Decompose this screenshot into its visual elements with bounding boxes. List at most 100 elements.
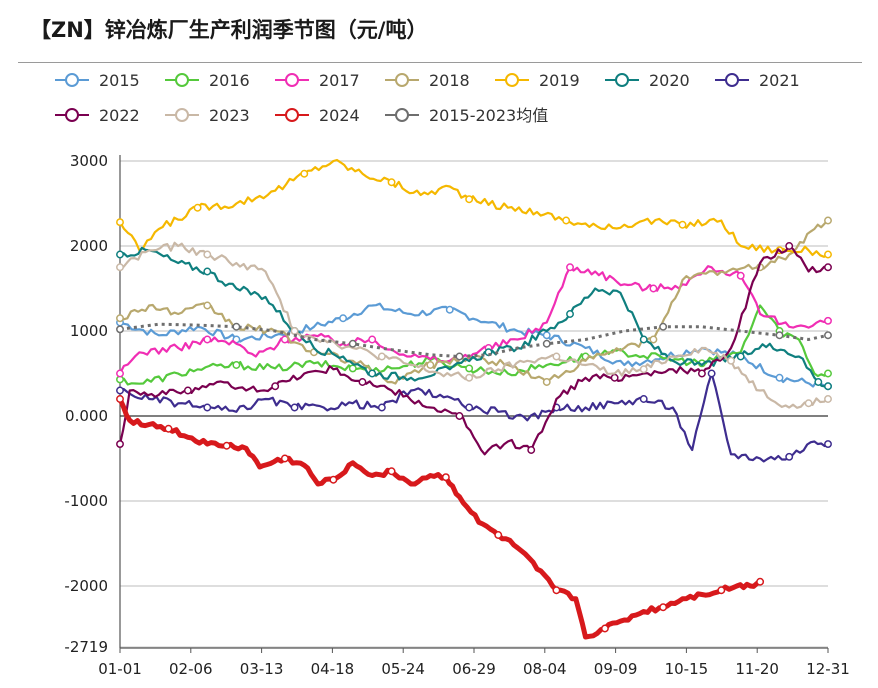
series-average	[116, 322, 832, 361]
legend-swatch-marker	[395, 108, 409, 122]
legend-item-2015[interactable]: 2015	[55, 71, 140, 90]
series-point	[785, 452, 794, 461]
x-tick-label: 12-31	[806, 660, 850, 678]
series-point	[290, 403, 299, 412]
legend-item-2022[interactable]: 2022	[55, 106, 140, 125]
series-point	[465, 403, 474, 412]
series-point	[824, 369, 832, 378]
series-point	[610, 373, 619, 382]
legend-swatch-marker	[505, 73, 519, 87]
series-point	[164, 424, 173, 433]
series-point	[116, 263, 124, 272]
legend-label: 2017	[319, 71, 360, 90]
series-point	[441, 473, 450, 482]
legend-item-2024[interactable]: 2024	[275, 106, 360, 125]
series-line	[119, 322, 829, 358]
legend-item-2016[interactable]: 2016	[165, 71, 250, 90]
x-tick-label: 01-01	[98, 660, 142, 678]
series-point	[736, 271, 745, 280]
x-tick-label: 08-04	[523, 660, 567, 678]
series-point	[339, 314, 348, 323]
x-tick-label: 03-13	[240, 660, 284, 678]
series-point	[678, 220, 687, 229]
series-point	[566, 263, 574, 272]
series-line	[119, 246, 829, 388]
series-point	[116, 250, 124, 259]
series-point	[329, 475, 338, 484]
legend-swatch-marker	[285, 108, 299, 122]
series-point	[659, 322, 668, 331]
legend-label: 2015	[99, 71, 140, 90]
series-point	[824, 216, 832, 225]
y-tick-label: -2719	[64, 638, 108, 656]
legend-swatch-marker	[175, 73, 189, 87]
series-point	[203, 335, 212, 344]
series-point	[566, 310, 574, 318]
series-point	[775, 373, 784, 382]
series-point	[387, 467, 396, 476]
series-point	[785, 242, 794, 250]
series-point	[203, 403, 212, 412]
series-point	[116, 325, 124, 334]
series-point	[348, 339, 357, 348]
legend-item-2019[interactable]: 2019	[495, 71, 580, 90]
y-tick-label: 0.000	[65, 407, 108, 425]
series-point	[736, 352, 745, 361]
series-line	[119, 372, 829, 463]
series-2017	[116, 263, 832, 378]
series-point	[300, 169, 309, 178]
series-point	[222, 441, 231, 450]
series-point	[600, 624, 609, 633]
series-point	[824, 316, 832, 325]
series-point	[271, 382, 280, 391]
legend-item-2021[interactable]: 2021	[715, 71, 800, 90]
y-tick-label: 3000	[70, 152, 108, 170]
x-tick-label: 05-24	[381, 660, 425, 678]
series-point	[232, 361, 241, 369]
series-point	[203, 267, 212, 276]
legend-item-average[interactable]: 2015-2023均值	[385, 106, 548, 125]
legend-label: 2021	[759, 71, 800, 90]
series-point	[659, 603, 668, 612]
series-point	[377, 403, 386, 412]
series-point	[542, 378, 551, 386]
legend-item-2020[interactable]: 2020	[605, 71, 690, 90]
series-line	[118, 244, 829, 456]
series-point	[203, 250, 212, 259]
axes: 3000 2000 1000 0.000 -1000 -2000 -2719 01-01 02-…	[64, 152, 849, 678]
series-point	[358, 378, 367, 386]
series-point	[727, 356, 735, 365]
series-point	[465, 364, 474, 373]
y-tick-label: -1000	[64, 492, 108, 510]
series-2023	[116, 241, 832, 409]
series-point	[562, 216, 571, 225]
legend-label: 2022	[99, 106, 140, 125]
series-point	[116, 218, 124, 227]
series-point	[542, 339, 551, 348]
legend-item-2017[interactable]: 2017	[275, 71, 360, 90]
series-point	[183, 386, 192, 395]
series-point	[116, 369, 124, 378]
series-point	[824, 382, 832, 391]
series-lines	[116, 158, 832, 640]
series-point	[552, 352, 561, 361]
series-point	[697, 369, 706, 378]
series-point	[775, 331, 784, 340]
series-line	[119, 302, 829, 388]
series-point	[824, 440, 832, 448]
legend-label: 2018	[429, 71, 470, 90]
grid-lines	[120, 160, 828, 648]
series-point	[527, 446, 536, 454]
series-point	[639, 395, 648, 403]
legend-item-2018[interactable]: 2018	[385, 71, 470, 90]
series-point	[377, 352, 386, 361]
series-point	[387, 178, 396, 187]
series-point	[116, 440, 124, 448]
series-line	[119, 265, 829, 375]
legend-item-2023[interactable]: 2023	[165, 106, 250, 125]
x-tick-label: 11-20	[735, 660, 779, 678]
legend-swatch-marker	[65, 73, 79, 87]
series-point	[348, 364, 357, 373]
series-point	[290, 327, 299, 335]
